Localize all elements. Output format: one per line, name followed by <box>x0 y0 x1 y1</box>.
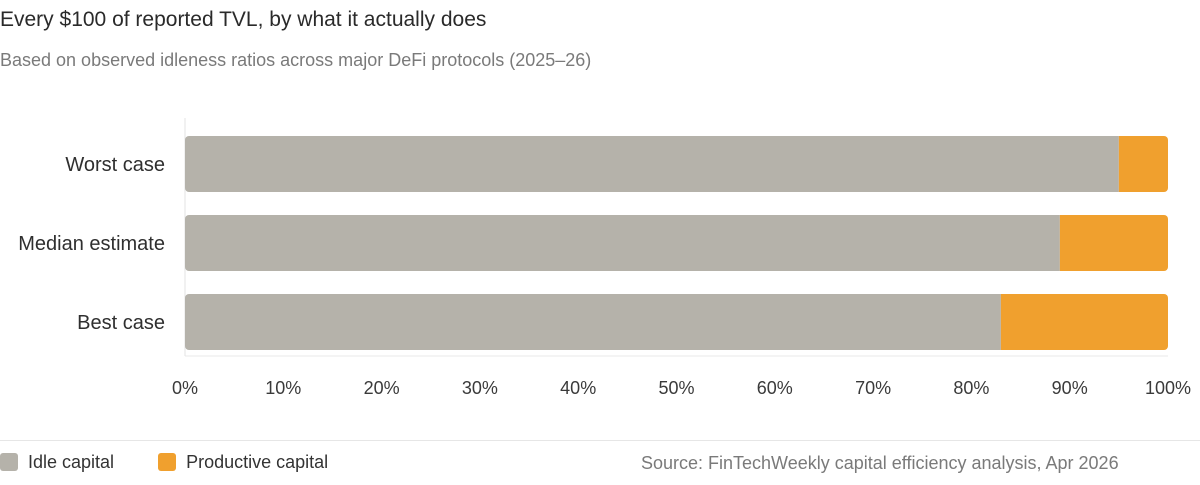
x-tick-label-20: 20% <box>364 378 400 398</box>
legend-label-idle: Idle capital <box>28 451 115 472</box>
bar-best-case-productive-capital <box>1000 294 1168 350</box>
x-tick-label-60: 60% <box>757 378 793 398</box>
x-tick-label-90: 90% <box>1052 378 1088 398</box>
x-tick-label-80: 80% <box>953 378 989 398</box>
x-tick-label-0: 0% <box>172 378 198 398</box>
x-tick-label-50: 50% <box>658 378 694 398</box>
footer-divider <box>0 440 1200 441</box>
bar-worst-case-productive-capital <box>1118 136 1168 192</box>
category-label-worst-case: Worst case <box>65 154 165 176</box>
x-tick-label-30: 30% <box>462 378 498 398</box>
chart-legend: Idle capital Productive capital <box>0 450 372 474</box>
legend-item-idle: Idle capital <box>0 452 114 473</box>
x-tick-label-100: 100% <box>1145 378 1191 398</box>
source-note: Source: FinTechWeekly capital efficiency… <box>641 453 1119 473</box>
category-label-best-case: Best case <box>77 312 165 334</box>
chart-title: Every $100 of reported TVL, by what it a… <box>0 8 487 31</box>
chart-subtitle: Based on observed idleness ratios across… <box>0 50 592 70</box>
category-label-median-estimate: Median estimate <box>18 233 165 255</box>
bar-worst-case-idle-capital <box>185 136 1119 192</box>
x-tick-label-70: 70% <box>855 378 891 398</box>
bar-median-estimate-idle-capital <box>185 215 1060 271</box>
stacked-bar-chart: Worst case Median estimate Best case 0% 10% 2… <box>18 118 1191 398</box>
bar-best-case-idle-capital <box>185 294 1001 350</box>
x-tick-label-40: 40% <box>560 378 596 398</box>
legend-swatch-productive <box>158 453 177 471</box>
bar-median-estimate-productive-capital <box>1059 215 1168 271</box>
legend-item-productive: Productive capital <box>158 452 328 473</box>
legend-label-productive: Productive capital <box>186 451 329 472</box>
x-tick-label-10: 10% <box>265 378 301 398</box>
legend-swatch-idle <box>0 453 18 471</box>
